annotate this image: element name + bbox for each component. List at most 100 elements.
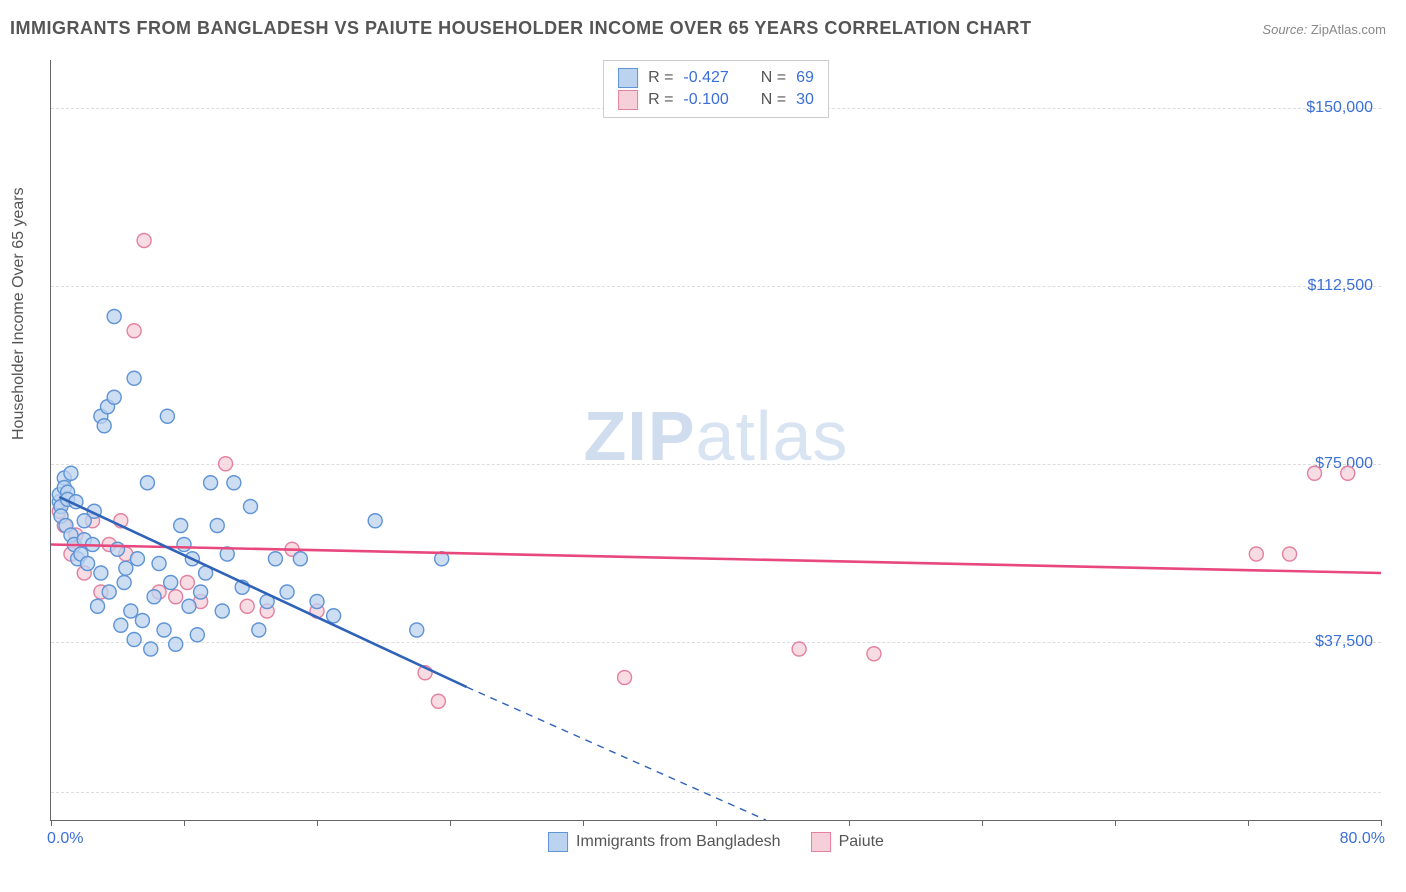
x-tick bbox=[317, 820, 318, 826]
bangladesh-point bbox=[130, 552, 144, 566]
n-label: N = bbox=[761, 89, 786, 111]
paiute-point bbox=[137, 234, 151, 248]
legend-item-paiute: Paiute bbox=[811, 832, 884, 852]
source-value: ZipAtlas.com bbox=[1311, 22, 1386, 37]
bangladesh-trendline-dashed bbox=[467, 687, 766, 820]
r-label: R = bbox=[648, 67, 673, 89]
r-value: -0.100 bbox=[683, 89, 728, 111]
swatch-bangladesh bbox=[618, 68, 638, 88]
bangladesh-point bbox=[119, 561, 133, 575]
bangladesh-point bbox=[97, 419, 111, 433]
bangladesh-point bbox=[114, 618, 128, 632]
n-label: N = bbox=[761, 67, 786, 89]
paiute-point bbox=[431, 694, 445, 708]
bangladesh-trendline bbox=[59, 497, 466, 687]
bangladesh-point bbox=[147, 590, 161, 604]
paiute-point bbox=[127, 324, 141, 338]
legend-swatch-paiute bbox=[811, 832, 831, 852]
bangladesh-point bbox=[244, 500, 258, 514]
paiute-point bbox=[1341, 466, 1355, 480]
x-tick bbox=[716, 820, 717, 826]
bangladesh-point bbox=[107, 310, 121, 324]
bangladesh-point bbox=[111, 542, 125, 556]
bangladesh-point bbox=[227, 476, 241, 490]
paiute-trendline bbox=[51, 545, 1381, 574]
bangladesh-point bbox=[182, 599, 196, 613]
x-tick bbox=[51, 820, 52, 826]
legend-swatch-bangladesh bbox=[548, 832, 568, 852]
legend-label: Immigrants from Bangladesh bbox=[576, 833, 781, 851]
bangladesh-point bbox=[190, 628, 204, 642]
legend-item-bangladesh: Immigrants from Bangladesh bbox=[548, 832, 781, 852]
x-min-label: 0.0% bbox=[47, 830, 83, 848]
chart-title: IMMIGRANTS FROM BANGLADESH VS PAIUTE HOU… bbox=[10, 18, 1032, 39]
x-tick bbox=[849, 820, 850, 826]
x-tick bbox=[982, 820, 983, 826]
bangladesh-point bbox=[252, 623, 266, 637]
bangladesh-point bbox=[81, 557, 95, 571]
x-max-label: 80.0% bbox=[1340, 830, 1385, 848]
paiute-point bbox=[1249, 547, 1263, 561]
bangladesh-point bbox=[280, 585, 294, 599]
bangladesh-point bbox=[124, 604, 138, 618]
bangladesh-point bbox=[293, 552, 307, 566]
bangladesh-point bbox=[210, 519, 224, 533]
bangladesh-point bbox=[152, 557, 166, 571]
bangladesh-point bbox=[310, 595, 324, 609]
source-attribution: Source: ZipAtlas.com bbox=[1262, 22, 1386, 37]
bangladesh-point bbox=[327, 609, 341, 623]
bangladesh-point bbox=[140, 476, 154, 490]
bangladesh-point bbox=[177, 538, 191, 552]
bangladesh-point bbox=[144, 642, 158, 656]
bangladesh-point bbox=[174, 519, 188, 533]
bangladesh-point bbox=[102, 585, 116, 599]
swatch-paiute bbox=[618, 90, 638, 110]
bangladesh-point bbox=[107, 390, 121, 404]
bangladesh-point bbox=[410, 623, 424, 637]
paiute-point bbox=[180, 576, 194, 590]
source-label: Source: bbox=[1262, 22, 1307, 37]
paiute-point bbox=[169, 590, 183, 604]
x-tick bbox=[1248, 820, 1249, 826]
x-tick bbox=[450, 820, 451, 826]
paiute-point bbox=[618, 671, 632, 685]
paiute-point bbox=[219, 457, 233, 471]
bangladesh-point bbox=[204, 476, 218, 490]
stats-row-bangladesh: R = -0.427 N = 69 bbox=[618, 67, 814, 89]
bangladesh-point bbox=[127, 371, 141, 385]
bangladesh-point bbox=[94, 566, 108, 580]
bangladesh-point bbox=[160, 409, 174, 423]
x-tick bbox=[1381, 820, 1382, 826]
x-tick bbox=[184, 820, 185, 826]
r-value: -0.427 bbox=[683, 67, 728, 89]
bangladesh-point bbox=[117, 576, 131, 590]
plot-area: ZIPatlas $37,500$75,000$112,500$150,000 … bbox=[50, 60, 1381, 821]
chart-container: IMMIGRANTS FROM BANGLADESH VS PAIUTE HOU… bbox=[0, 0, 1406, 892]
x-tick bbox=[1115, 820, 1116, 826]
r-label: R = bbox=[648, 89, 673, 111]
bangladesh-point bbox=[64, 466, 78, 480]
paiute-point bbox=[792, 642, 806, 656]
series-legend: Immigrants from Bangladesh Paiute bbox=[548, 832, 884, 852]
bangladesh-point bbox=[215, 604, 229, 618]
bangladesh-point bbox=[164, 576, 178, 590]
n-value: 30 bbox=[796, 89, 814, 111]
n-value: 69 bbox=[796, 67, 814, 89]
correlation-stats-box: R = -0.427 N = 69 R = -0.100 N = 30 bbox=[603, 60, 829, 118]
bangladesh-point bbox=[368, 514, 382, 528]
y-axis-title: Householder Income Over 65 years bbox=[10, 187, 28, 440]
bangladesh-point bbox=[194, 585, 208, 599]
legend-label: Paiute bbox=[839, 833, 884, 851]
paiute-point bbox=[240, 599, 254, 613]
paiute-point bbox=[867, 647, 881, 661]
bangladesh-point bbox=[268, 552, 282, 566]
stats-row-paiute: R = -0.100 N = 30 bbox=[618, 89, 814, 111]
bangladesh-point bbox=[135, 614, 149, 628]
scatter-svg bbox=[51, 60, 1381, 820]
bangladesh-point bbox=[157, 623, 171, 637]
bangladesh-point bbox=[169, 637, 183, 651]
x-tick bbox=[583, 820, 584, 826]
bangladesh-point bbox=[91, 599, 105, 613]
bangladesh-point bbox=[127, 633, 141, 647]
paiute-point bbox=[1283, 547, 1297, 561]
